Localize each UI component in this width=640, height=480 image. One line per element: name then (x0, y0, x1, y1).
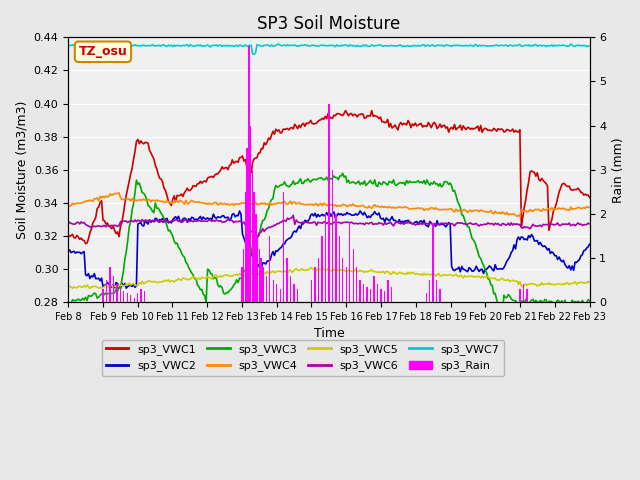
Bar (293, 285, 295, 302)
Bar (257, 236, 259, 302)
Bar (317, 258, 319, 302)
Bar (102, 289, 104, 302)
Bar (373, 276, 375, 302)
Bar (290, 276, 291, 302)
Bar (120, 289, 121, 302)
Bar (134, 298, 135, 302)
Bar (523, 285, 524, 302)
Bar (367, 287, 368, 302)
Bar (253, 192, 255, 302)
Bar (123, 291, 124, 302)
Bar (248, 46, 250, 302)
Bar (116, 285, 118, 302)
Bar (440, 289, 441, 302)
Bar (283, 192, 284, 302)
Bar (520, 289, 521, 302)
Bar (311, 280, 312, 302)
Bar (276, 285, 277, 302)
Bar (260, 258, 262, 302)
Bar (127, 293, 128, 302)
Bar (391, 287, 392, 302)
Bar (380, 289, 381, 302)
Bar (140, 289, 142, 302)
X-axis label: Time: Time (314, 327, 344, 340)
Bar (106, 280, 107, 302)
Bar (287, 258, 288, 302)
Text: TZ_osu: TZ_osu (79, 45, 127, 58)
Title: SP3 Soil Moisture: SP3 Soil Moisture (257, 15, 401, 33)
Bar (384, 291, 385, 302)
Bar (137, 293, 138, 302)
Bar (297, 289, 298, 302)
Bar (324, 214, 326, 302)
Bar (130, 296, 131, 302)
Bar (252, 170, 253, 302)
Bar (328, 104, 330, 302)
Y-axis label: Rain (mm): Rain (mm) (612, 137, 625, 203)
Bar (349, 223, 351, 302)
Bar (346, 267, 347, 302)
Bar (335, 214, 337, 302)
Bar (526, 289, 528, 302)
Bar (243, 249, 244, 302)
Bar (353, 249, 354, 302)
Bar (363, 285, 364, 302)
Bar (356, 267, 357, 302)
Bar (339, 236, 340, 302)
Bar (241, 267, 243, 302)
Bar (244, 192, 246, 302)
Bar (433, 223, 434, 302)
Bar (314, 267, 316, 302)
Bar (429, 280, 430, 302)
Bar (387, 280, 388, 302)
Bar (255, 214, 257, 302)
Bar (259, 249, 260, 302)
Bar (273, 280, 274, 302)
Bar (246, 148, 248, 302)
Bar (109, 267, 111, 302)
Y-axis label: Soil Moisture (m3/m3): Soil Moisture (m3/m3) (15, 100, 28, 239)
Bar (250, 126, 252, 302)
Bar (269, 236, 271, 302)
Bar (332, 170, 333, 302)
Bar (436, 280, 437, 302)
Legend: sp3_VWC1, sp3_VWC2, sp3_VWC3, sp3_VWC4, sp3_VWC5, sp3_VWC6, sp3_VWC7, sp3_Rain: sp3_VWC1, sp3_VWC2, sp3_VWC3, sp3_VWC4, … (102, 340, 504, 376)
Bar (360, 280, 361, 302)
Bar (426, 293, 427, 302)
Bar (321, 236, 323, 302)
Bar (342, 258, 344, 302)
Bar (144, 291, 145, 302)
Bar (266, 276, 267, 302)
Bar (370, 289, 371, 302)
Bar (113, 276, 114, 302)
Bar (262, 267, 264, 302)
Bar (280, 289, 281, 302)
Bar (377, 285, 378, 302)
